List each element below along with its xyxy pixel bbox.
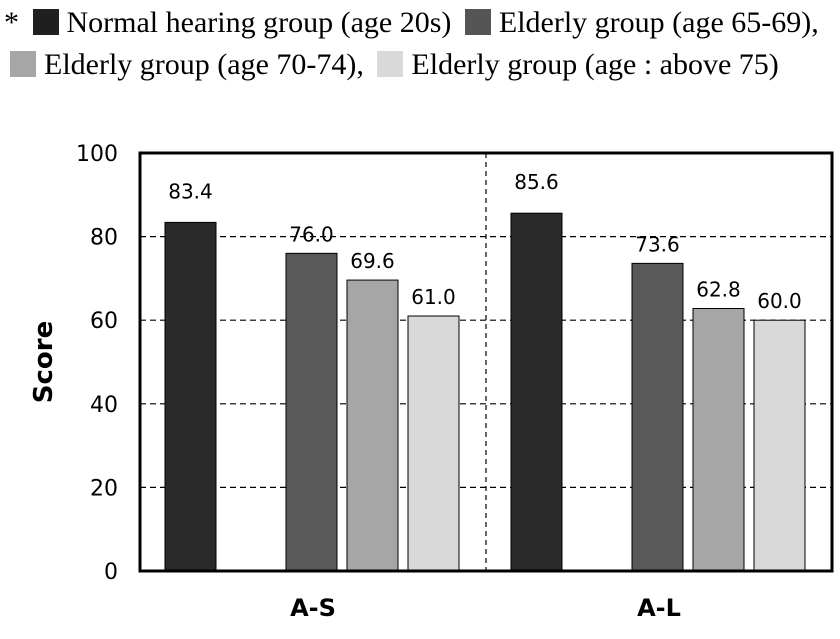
legend-swatch-elderly-75-plus (377, 51, 404, 77)
y-tick-label-60: 60 (90, 309, 118, 334)
bar-a-l-series-1 (510, 212, 563, 572)
y-tick-label-0: 0 (104, 560, 118, 585)
bar-a-s-series-3 (346, 279, 399, 572)
bar-a-l-series-3 (692, 307, 745, 572)
data-label-a-l-series-1: 85.6 (514, 170, 559, 194)
y-tick-label-20: 20 (90, 476, 118, 501)
legend-item-elderly-65-69: Elderly group (age 65-69), (459, 6, 819, 39)
y-axis-label: Score (29, 321, 59, 403)
bar-a-s-series-2 (285, 252, 338, 572)
data-label-a-l-series-4: 60.0 (757, 289, 802, 313)
legend-swatch-elderly-70-74 (10, 51, 36, 77)
legend: * Normal hearing group (age 20s) Elderly… (4, 2, 836, 86)
data-label-a-l-series-3: 62.8 (696, 277, 741, 301)
legend-label-elderly-75-plus: Elderly group (age : above 75) (411, 48, 779, 81)
x-tick-label-a-l: A-L (637, 594, 681, 622)
data-label-a-s-series-4: 61.0 (411, 285, 456, 309)
data-label-a-l-series-2: 73.6 (635, 232, 680, 256)
legend-label-normal-20s: Normal hearing group (age 20s) (66, 6, 452, 39)
bar-a-l-series-4 (753, 319, 806, 572)
legend-label-elderly-70-74: Elderly group (age 70-74), (44, 48, 364, 81)
y-tick-label-100: 100 (76, 142, 118, 167)
legend-label-elderly-65-69: Elderly group (age 65-69), (498, 6, 819, 39)
legend-marker: * (4, 6, 19, 39)
data-label-a-s-series-2: 76.0 (289, 222, 334, 246)
legend-item-elderly-70-74: Elderly group (age 70-74), (4, 48, 364, 81)
bar-a-s-series-4 (407, 315, 460, 572)
bar-a-s-series-1 (164, 221, 217, 572)
plot-frame (138, 151, 834, 573)
y-tick-label-80: 80 (90, 226, 118, 251)
legend-item-normal-20s: Normal hearing group (age 20s) (27, 6, 452, 39)
legend-item-elderly-75-plus: Elderly group (age : above 75) (371, 48, 779, 81)
x-tick-label-a-s: A-S (290, 594, 336, 622)
data-label-a-s-series-3: 69.6 (350, 249, 395, 273)
legend-swatch-normal-20s (32, 9, 59, 35)
data-label-a-s-series-1: 83.4 (168, 179, 213, 203)
bar-a-l-series-2 (631, 262, 684, 572)
y-tick-label-40: 40 (90, 393, 118, 418)
legend-swatch-elderly-65-69 (464, 9, 491, 35)
